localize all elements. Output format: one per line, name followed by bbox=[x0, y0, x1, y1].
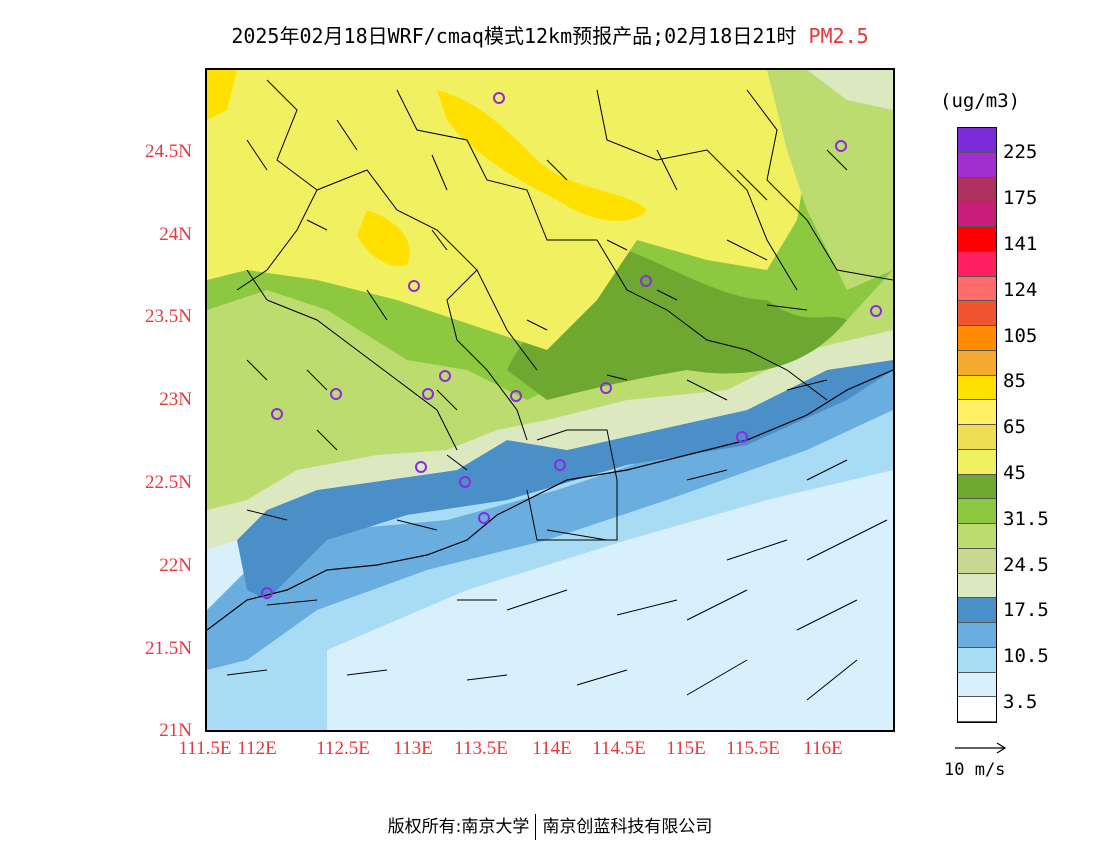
station-markers bbox=[261, 92, 882, 599]
wind-vectors bbox=[226, 119, 888, 701]
colorbar-swatch bbox=[958, 375, 996, 401]
copyright-footer: 版权所有:南京大学 南京创蓝科技有限公司 bbox=[0, 812, 1100, 840]
lon-label-112: 112E bbox=[237, 738, 277, 759]
colorbar-swatch bbox=[958, 177, 996, 203]
colorbar-swatch bbox=[958, 276, 996, 302]
map-canvas bbox=[207, 70, 893, 730]
land-zone-65-north bbox=[437, 90, 647, 221]
footer-divider bbox=[535, 814, 537, 840]
lon-label-115: 115E bbox=[666, 738, 706, 759]
colorbar-label: 31.5 bbox=[1003, 508, 1049, 530]
colorbar-swatch bbox=[958, 647, 996, 673]
colorbar-swatch bbox=[958, 573, 996, 599]
colorbar-label: 225 bbox=[1003, 141, 1038, 163]
lon-label-112-5: 112.5E bbox=[316, 738, 370, 759]
land-zone-northeast bbox=[767, 70, 893, 290]
admin-boundaries bbox=[236, 79, 893, 541]
colorbar-label: 45 bbox=[1003, 462, 1026, 484]
colorbar-swatch bbox=[958, 128, 996, 153]
lat-label-24: 24N bbox=[159, 224, 192, 245]
colorbar-swatch bbox=[958, 449, 996, 475]
lat-label-21: 21N bbox=[159, 720, 192, 741]
colorbar-swatch bbox=[958, 623, 996, 648]
colorbar-label: 124 bbox=[1003, 279, 1038, 301]
colorbar-swatch bbox=[958, 251, 996, 277]
lat-label-23-5: 23.5N bbox=[145, 306, 192, 327]
lon-label-113: 113E bbox=[393, 738, 433, 759]
wind-reference-arrow bbox=[955, 742, 1007, 754]
lat-label-23: 23N bbox=[159, 389, 192, 410]
colorbar-label: 10.5 bbox=[1003, 645, 1049, 667]
colorbar-swatch bbox=[958, 202, 996, 227]
coastline bbox=[207, 369, 893, 631]
colorbar-label: 175 bbox=[1003, 187, 1038, 209]
coastal-zone-dark bbox=[237, 350, 893, 600]
colorbar-swatch bbox=[958, 598, 996, 623]
colorbar bbox=[957, 127, 997, 723]
colorbar-swatch bbox=[958, 400, 996, 425]
lon-label-111-5: 111.5E bbox=[178, 738, 232, 759]
colorbar-swatch bbox=[958, 152, 996, 178]
colorbar-unit: (ug/m3) bbox=[940, 90, 1021, 112]
colorbar-swatch bbox=[958, 548, 996, 574]
colorbar-label: 17.5 bbox=[1003, 599, 1049, 621]
colorbar-swatch bbox=[958, 350, 996, 376]
chart-title: 2025年02月18日WRF/cmaq模式12km预报产品;02月18日21时 … bbox=[0, 20, 1100, 49]
colorbar-swatch bbox=[958, 697, 996, 722]
lat-label-21-5: 21.5N bbox=[145, 638, 192, 659]
copyright-left: 版权所有:南京大学 bbox=[387, 817, 530, 837]
colorbar-swatch bbox=[958, 474, 996, 500]
lat-label-22: 22N bbox=[159, 555, 192, 576]
land-zone-45 bbox=[207, 70, 893, 350]
colorbar-swatch bbox=[958, 326, 996, 351]
copyright-right: 南京创蓝科技有限公司 bbox=[542, 817, 713, 837]
colorbar-label: 141 bbox=[1003, 233, 1038, 255]
colorbar-swatch bbox=[958, 672, 996, 698]
title-main: 2025年02月18日WRF/cmaq模式12km预报产品;02月18日21时 bbox=[231, 24, 797, 48]
lon-label-116: 116E bbox=[803, 738, 843, 759]
colorbar-swatch bbox=[958, 425, 996, 450]
land-zone-65-corner bbox=[207, 70, 237, 120]
colorbar-label: 85 bbox=[1003, 370, 1026, 392]
land-zone-northeast-light bbox=[807, 70, 893, 110]
colorbar-swatch bbox=[958, 524, 996, 549]
colorbar-swatch bbox=[958, 301, 996, 326]
colorbar-swatch bbox=[958, 227, 996, 252]
land-zone-65-west bbox=[357, 210, 410, 266]
forecast-map[interactable] bbox=[205, 68, 895, 732]
lat-label-24-5: 24.5N bbox=[145, 141, 192, 162]
colorbar-swatch bbox=[958, 499, 996, 524]
lon-label-113-5: 113.5E bbox=[454, 738, 508, 759]
wind-reference-label: 10 m/s bbox=[944, 760, 1006, 780]
lon-label-114-5: 114.5E bbox=[592, 738, 646, 759]
lon-label-114: 114E bbox=[532, 738, 572, 759]
colorbar-label: 105 bbox=[1003, 325, 1038, 347]
lon-label-115-5: 115.5E bbox=[726, 738, 780, 759]
colorbar-label: 65 bbox=[1003, 416, 1026, 438]
lat-label-22-5: 22.5N bbox=[145, 472, 192, 493]
colorbar-label: 24.5 bbox=[1003, 554, 1049, 576]
colorbar-label: 3.5 bbox=[1003, 691, 1038, 713]
title-variable: PM2.5 bbox=[808, 24, 869, 48]
